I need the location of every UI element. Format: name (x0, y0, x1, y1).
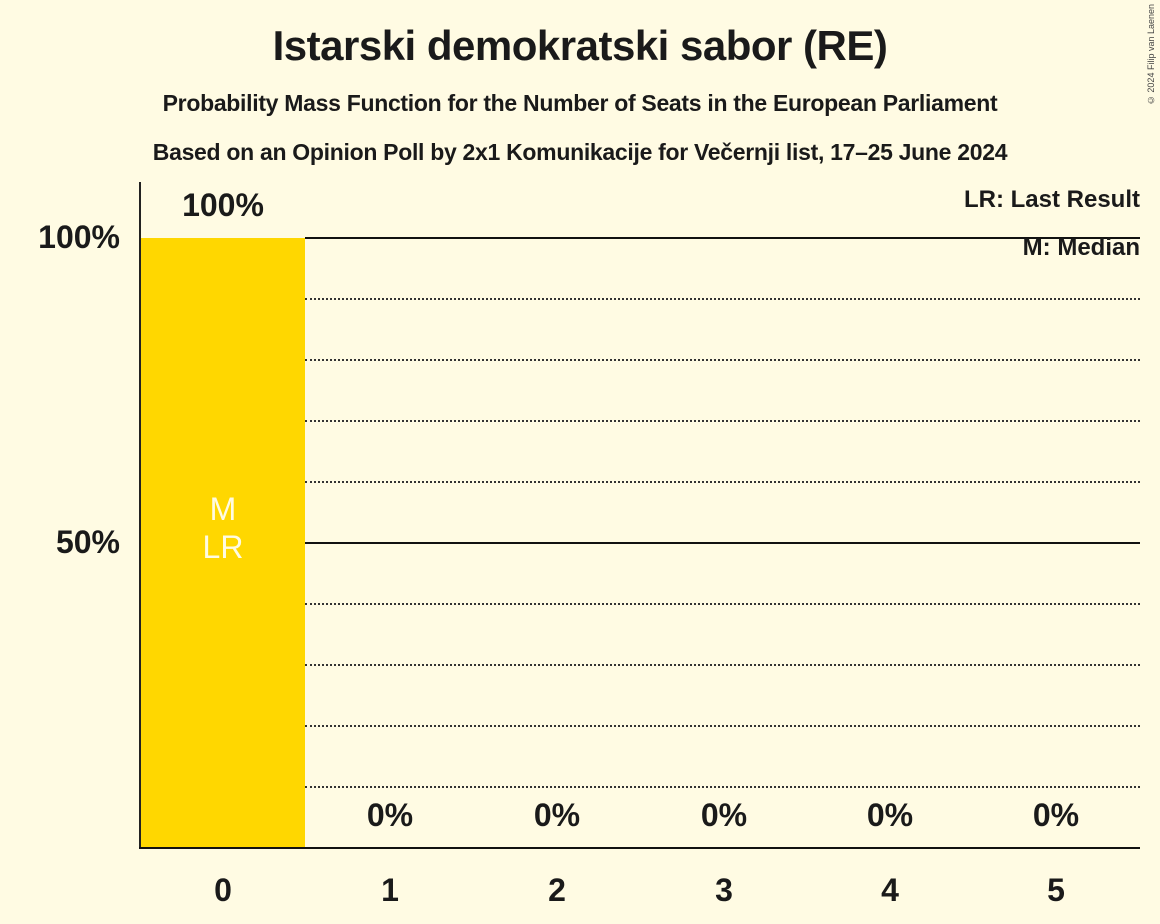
x-tick-5: 5 (1047, 872, 1065, 908)
y-axis (139, 182, 141, 849)
bar-3-value-label: 0% (700, 797, 748, 833)
y-tick-100: 100% (38, 219, 120, 255)
chart-source: Based on an Opinion Poll by 2x1 Komunika… (152, 139, 1008, 165)
median-marker: M (209, 491, 237, 527)
last-result-marker: LR (202, 529, 244, 565)
gridline-30 (305, 664, 1140, 666)
bar-1-value-label: 0% (366, 797, 414, 833)
bar-0-value-label: 100% (182, 187, 264, 223)
x-axis (139, 847, 1140, 849)
gridline-10 (305, 786, 1140, 788)
legend-last-result: LR: Last Result (963, 186, 1140, 213)
x-tick-0: 0 (214, 872, 232, 908)
gridline-20 (305, 725, 1140, 727)
y-tick-50: 50% (55, 524, 120, 560)
gridline-60 (305, 481, 1140, 483)
x-tick-4: 4 (881, 872, 899, 908)
gridline-100 (305, 237, 1140, 239)
legend-median: M: Median (1022, 234, 1140, 261)
gridline-40 (305, 603, 1140, 605)
x-tick-1: 1 (381, 872, 399, 908)
bar-0-seats (141, 238, 305, 848)
x-tick-3: 3 (715, 872, 733, 908)
bar-4-value-label: 0% (866, 797, 914, 833)
chart-subtitle: Probability Mass Function for the Number… (162, 90, 998, 116)
gridline-70 (305, 420, 1140, 422)
gridline-80 (305, 359, 1140, 361)
bar-5-value-label: 0% (1032, 797, 1080, 833)
bar-2-value-label: 0% (533, 797, 581, 833)
chart-title: Istarski demokratski sabor (RE) (272, 22, 888, 69)
gridline-50 (305, 542, 1140, 544)
x-tick-2: 2 (548, 872, 566, 908)
gridline-90 (305, 298, 1140, 300)
